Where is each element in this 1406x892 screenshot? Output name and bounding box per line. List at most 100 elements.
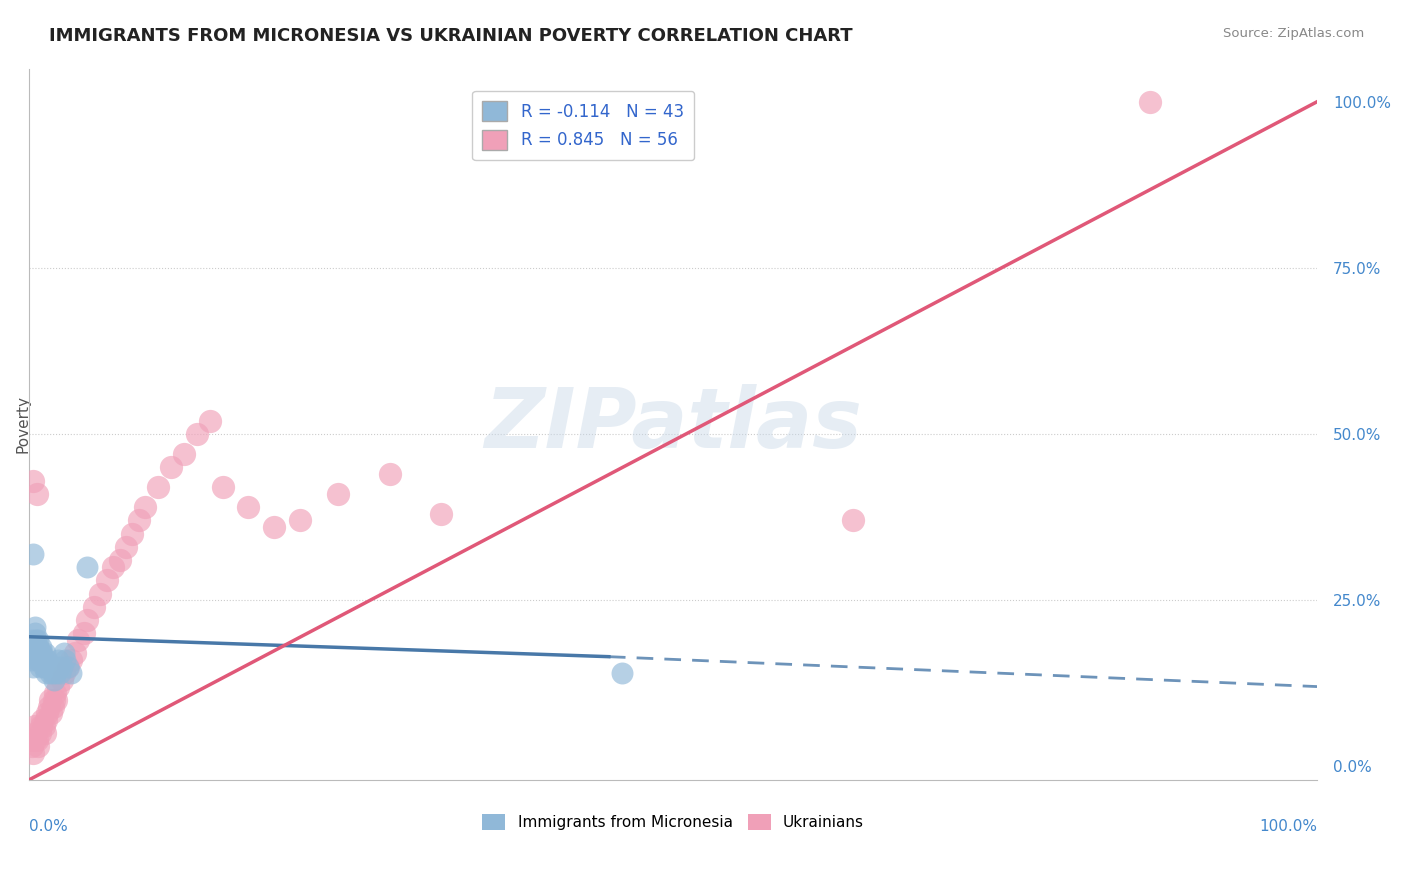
Point [24,620,46,634]
Point [101,560,124,574]
Point [28,726,51,740]
Point [24,719,46,733]
Point [22,547,45,561]
Point [25,732,48,747]
Point [28,659,51,673]
Text: Source: ZipAtlas.com: Source: ZipAtlas.com [1223,27,1364,40]
Point [38,699,60,714]
Point [115,540,138,554]
Point [173,447,195,461]
Point [32,653,55,667]
Point [30,646,52,660]
Point [238,500,260,515]
Point [46,680,69,694]
Point [83,599,105,614]
Point [378,467,401,481]
Point [39,666,62,681]
Point [51,673,73,687]
Point [41,659,63,673]
Point [96,574,118,588]
Point [45,693,67,707]
Point [30,719,52,733]
Point [263,520,285,534]
Point [22,646,45,660]
Point [89,586,111,600]
Point [59,666,82,681]
Point [44,659,66,673]
Point [21,739,44,754]
Point [31,646,53,660]
Point [211,480,233,494]
Point [20,732,42,747]
Point [186,427,208,442]
Point [30,640,52,654]
Point [27,633,49,648]
Point [56,659,79,673]
Point [41,706,63,721]
Point [22,746,45,760]
Point [59,653,82,667]
Point [42,693,65,707]
Point [51,659,73,673]
Point [288,513,311,527]
Point [24,732,46,747]
Point [20,640,42,654]
Point [28,653,51,667]
Text: 0.0%: 0.0% [30,819,69,834]
Point [35,666,58,681]
Point [25,633,48,648]
Point [121,526,143,541]
Point [37,706,59,721]
Point [25,640,48,654]
Point [842,513,865,527]
Point [41,699,63,714]
Point [31,713,53,727]
Point [48,659,70,673]
Point [32,659,55,673]
Point [42,673,65,687]
Point [56,659,79,673]
Point [25,487,48,501]
Point [63,646,86,660]
Point [610,666,633,681]
Point [25,726,48,740]
Point [198,414,221,428]
Point [39,693,62,707]
Point [328,487,350,501]
Point [24,626,46,640]
Text: 100.0%: 100.0% [1258,819,1317,834]
Point [34,646,56,660]
Point [46,653,69,667]
Point [148,480,170,494]
Point [25,653,48,667]
Point [53,646,76,660]
Point [27,739,49,754]
Point [160,460,183,475]
Point [25,646,48,660]
Point [35,659,58,673]
Point [108,553,131,567]
Point [21,653,44,667]
Point [76,560,98,574]
Point [67,633,90,648]
Point [41,666,63,681]
Point [134,500,156,515]
Legend: R = -0.114   N = 43, R = 0.845   N = 56: R = -0.114 N = 43, R = 0.845 N = 56 [472,91,693,160]
Text: IMMIGRANTS FROM MICRONESIA VS UKRAINIAN POVERTY CORRELATION CHART: IMMIGRANTS FROM MICRONESIA VS UKRAINIAN … [49,27,853,45]
Point [35,713,58,727]
Point [31,653,53,667]
Point [38,659,60,673]
Point [76,613,98,627]
Point [32,719,55,733]
Point [34,726,56,740]
Point [37,653,59,667]
Y-axis label: Poverty: Poverty [15,395,30,453]
Point [22,659,45,673]
Point [45,666,67,681]
Point [44,686,66,700]
Point [1139,95,1161,109]
Point [27,640,49,654]
Point [128,513,150,527]
Point [21,633,44,648]
Point [430,507,453,521]
